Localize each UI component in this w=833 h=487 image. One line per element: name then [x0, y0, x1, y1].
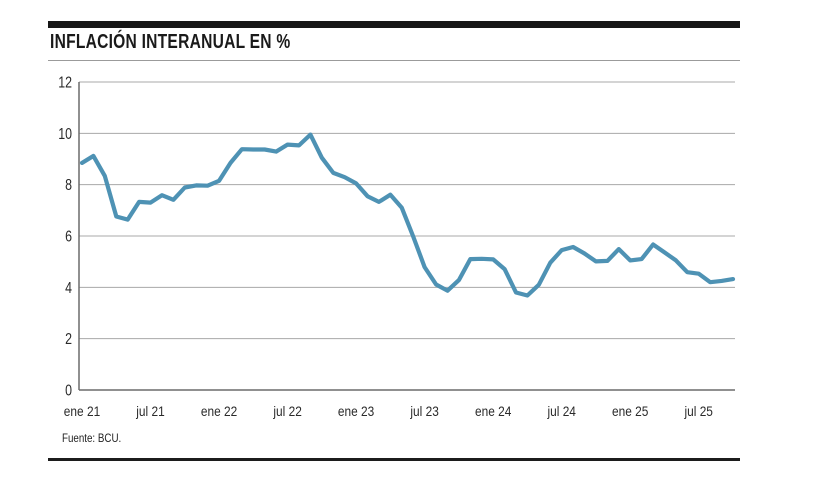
source-note: Fuente: BCU.: [62, 433, 122, 445]
y-axis-label: 12: [58, 73, 72, 91]
y-axis-label: 2: [65, 330, 72, 348]
x-axis-label: ene 23: [338, 403, 374, 419]
x-axis-label: ene 22: [201, 403, 237, 419]
title-divider: [48, 60, 740, 61]
x-axis-label: ene 25: [612, 403, 648, 419]
y-axis-label: 6: [65, 227, 72, 245]
top-accent-bar: [48, 21, 740, 28]
chart-title: INFLACIÓN INTERANUAL EN %: [50, 31, 291, 53]
y-axis-label: 0: [65, 381, 72, 399]
y-axis-label: 8: [65, 176, 72, 194]
bottom-divider: [48, 458, 740, 461]
inflation-line-chart: 0 2 4 6 8 10 12 ene 21 jul 21 ene 22 jul 22 ene 23 j…: [58, 73, 736, 419]
chart-card: INFLACIÓN INTERANUAL EN % 0 2 4 6 8 10 12 ene 2…: [48, 0, 740, 487]
inflation-line: [79, 132, 736, 298]
x-axis-label: jul 23: [409, 403, 438, 419]
x-axis-label: jul 22: [272, 403, 301, 419]
y-axis-label: 4: [65, 278, 72, 296]
x-axis-label: ene 24: [475, 403, 511, 419]
x-axis-label: jul 21: [135, 403, 164, 419]
y-axis-label: 10: [58, 124, 72, 142]
x-axis-label: jul 24: [547, 403, 576, 419]
x-axis-label: jul 25: [684, 403, 713, 419]
x-axis-label: ene 21: [64, 403, 100, 419]
